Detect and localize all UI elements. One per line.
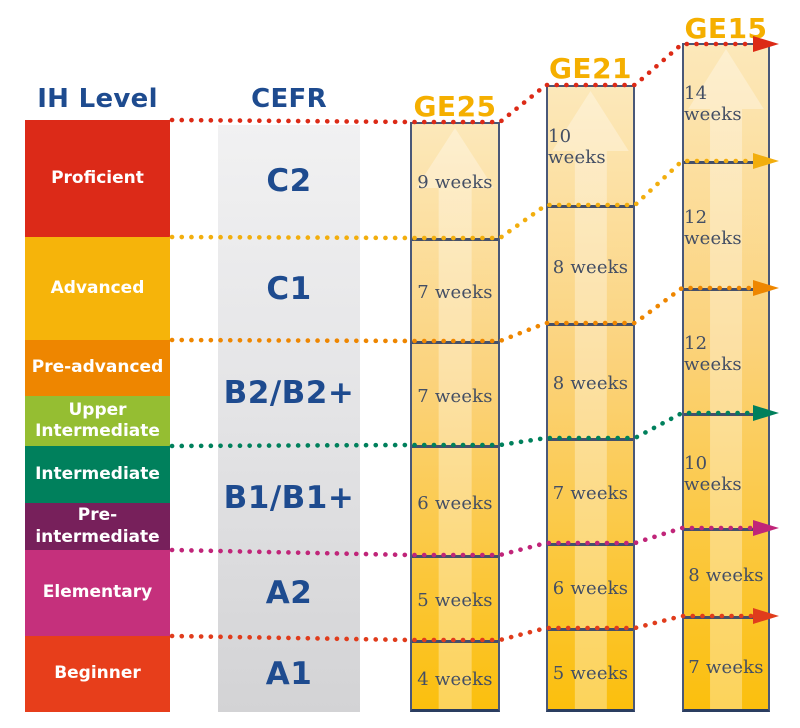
cefr-level-a2: A2 [218, 550, 360, 636]
ih-level-upper-intermediate: Upper Intermediate [25, 396, 170, 446]
cefr-level-label: A1 [265, 656, 313, 692]
ge21-segment-6: 5 weeks [548, 628, 633, 709]
ih-level-label: Proficient [51, 167, 144, 188]
course-column-ge15: 14 weeks 12 weeks 12 weeks 10 weeks 8 weeks 7… [682, 43, 770, 712]
course-segment-weeks-label: 5 weeks [417, 590, 493, 611]
ge21-segment-2: 8 weeks [548, 205, 633, 326]
ge15-segment-5: 8 weeks [684, 528, 768, 619]
ih-level-pre-intermediate: Pre-intermediate [25, 503, 170, 550]
ge21-segment-3: 8 weeks [548, 323, 633, 441]
cefr-level-b2-b2: B2/B2+ [218, 340, 360, 446]
course-segment-weeks-label: 10 weeks [548, 126, 606, 168]
course-segment-weeks-label: 7 weeks [417, 385, 493, 407]
ih-level-label: Elementary [42, 582, 153, 603]
ge21-segment-1: 10 weeks [548, 87, 633, 207]
ge25-segment-4: 6 weeks [412, 445, 498, 558]
ih-level-elementary: Elementary [25, 550, 170, 636]
ih-level-label: Pre-advanced [31, 357, 164, 378]
course-title-ge15: GE15 [684, 12, 768, 45]
ge25-segment-5: 5 weeks [412, 555, 498, 643]
course-segment-weeks-label: 7 weeks [417, 282, 493, 303]
course-segment-weeks-label: 4 weeks [417, 668, 493, 690]
ih-level-beginner: Beginner [25, 636, 170, 712]
ge25-segment-1: 9 weeks [412, 124, 498, 240]
course-column-ge21: 10 weeks 8 weeks 8 weeks 7 weeks 6 weeks 5 we… [546, 85, 635, 712]
ih-level-intermediate: Intermediate [25, 446, 170, 503]
ge15-segment-3: 12 weeks [684, 288, 768, 416]
ih-level-proficient: Proficient [25, 120, 170, 237]
ge15-segment-1: 14 weeks [684, 45, 768, 163]
ih-level-label: Intermediate [35, 463, 160, 484]
ge15-segment-6: 7 weeks [684, 616, 768, 709]
course-segment-weeks-label: 6 weeks [417, 492, 493, 514]
course-segment-weeks-label: 8 weeks [688, 564, 764, 586]
ge15-segment-4: 10 weeks [684, 413, 768, 531]
ge21-segment-4: 7 weeks [548, 438, 633, 546]
course-segment-weeks-label: 10 weeks [684, 452, 742, 495]
ge25-segment-6: 4 weeks [412, 640, 498, 709]
ih-level-label: Beginner [54, 663, 141, 684]
ge21-segment-5: 6 weeks [548, 543, 633, 631]
ih-level-advanced: Advanced [25, 237, 170, 340]
ih-level-label: Advanced [50, 277, 145, 298]
course-segment-weeks-label: 8 weeks [552, 373, 629, 394]
course-segment-weeks-label: 6 weeks [552, 578, 629, 599]
ih-level-label: Pre-intermediate [35, 505, 160, 547]
course-segment-weeks-label: 12 weeks [684, 206, 742, 249]
course-segment-weeks-label: 7 weeks [552, 483, 629, 504]
course-segment-weeks-label: 14 weeks [684, 83, 742, 125]
course-segment-weeks-label: 8 weeks [552, 256, 629, 278]
course-segment-weeks-label: 9 weeks [417, 171, 493, 193]
course-title-ge25: GE25 [413, 90, 497, 123]
course-segment-weeks-label: 7 weeks [688, 656, 764, 678]
cefr-level-b1-b1: B1/B1+ [218, 446, 360, 550]
course-column-ge25: 9 weeks 7 weeks 7 weeks 6 weeks 5 weeks 4 wee… [410, 122, 500, 712]
cefr-level-a1: A1 [218, 636, 360, 712]
ge25-segment-3: 7 weeks [412, 341, 498, 448]
ge25-segment-2: 7 weeks [412, 238, 498, 344]
ge15-segment-2: 12 weeks [684, 161, 768, 291]
course-title-ge21: GE21 [548, 52, 633, 85]
ih-level-pre-advanced: Pre-advanced [25, 340, 170, 396]
ih-level-label: Upper Intermediate [35, 399, 160, 441]
cefr-level-label: A2 [265, 575, 313, 611]
ih-level-header: IH Level [37, 84, 158, 114]
course-segment-weeks-label: 12 weeks [684, 332, 742, 375]
cefr-level-label: B1/B1+ [223, 480, 355, 516]
cefr-level-label: B2/B2+ [223, 375, 355, 411]
course-segment-weeks-label: 5 weeks [552, 662, 629, 684]
